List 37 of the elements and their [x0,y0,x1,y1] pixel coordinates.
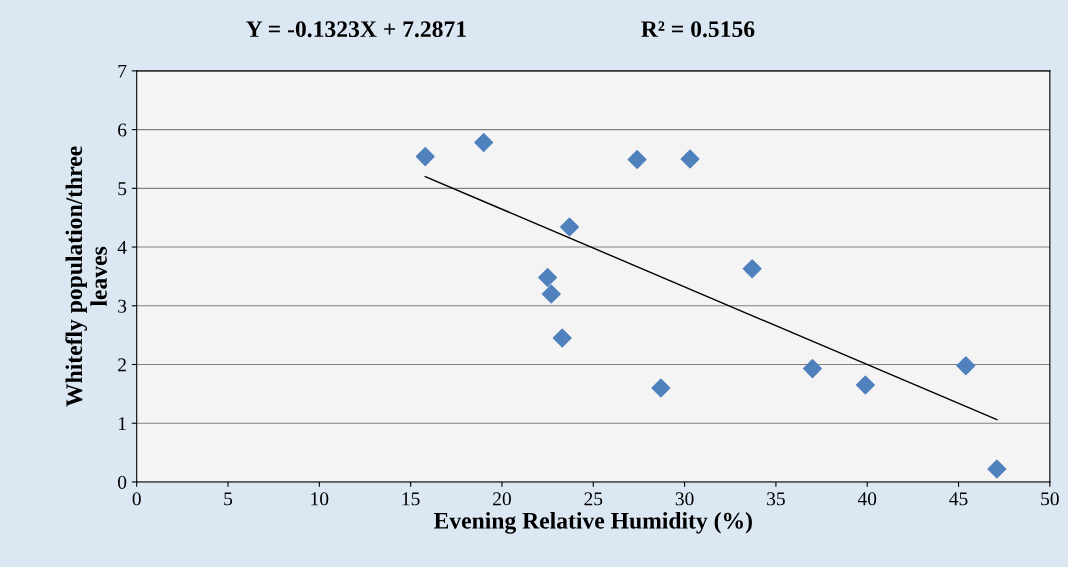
x-tick-label: 5 [224,492,233,506]
x-tick-label: 45 [949,492,968,506]
y-axis-title: Whitefly population/three leaves [65,146,107,407]
x-tick-label: 35 [767,492,785,506]
y-tick-label: 3 [118,299,127,313]
y-tick-label: 6 [118,123,127,137]
y-tick-label: 5 [118,182,127,196]
x-tick-label: 40 [857,492,877,506]
point [680,149,700,169]
point [987,459,1007,479]
y-tick-label: 4 [117,241,127,254]
point [552,328,572,348]
point [541,284,561,304]
y-tick-label: 7 [118,64,127,78]
x-tick-label: 20 [493,492,511,506]
point [742,259,762,279]
point [415,147,435,167]
point [538,268,558,288]
x-tick-label: 0 [132,492,141,506]
x-tick-label: 50 [1041,492,1059,506]
point [956,356,976,376]
point [627,150,647,170]
x-tick-label: 10 [311,492,329,506]
point [802,359,822,379]
x-tick-label: 30 [675,492,694,506]
x-tick-label: 15 [402,492,420,506]
point [651,378,671,398]
x-axis-title: Evening Relative Humidity (%) [433,512,752,534]
y-tick-label: 2 [118,358,126,372]
text: Y = -0.1323X + 7.2871 [246,21,466,38]
point [855,375,875,395]
x-tick-label: 25 [584,492,603,506]
point [560,217,580,237]
point [474,133,494,152]
text: R² = 0.5156 [641,21,755,38]
y-tick-label: 0 [118,475,127,489]
y-tick-label: 1 [118,417,126,430]
